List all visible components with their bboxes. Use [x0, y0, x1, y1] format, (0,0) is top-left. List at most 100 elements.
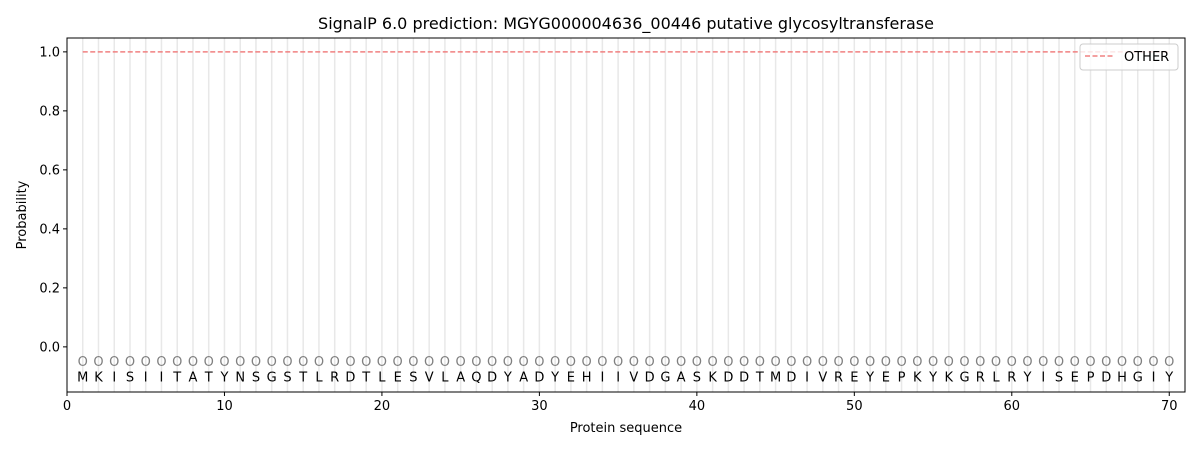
residue-label: P [898, 371, 906, 386]
y-tick-label: 0.0 [39, 340, 60, 355]
x-tick-label: 50 [846, 399, 863, 414]
predicted-label: O [613, 355, 623, 370]
residue-label: K [708, 371, 717, 386]
residue-label: V [629, 371, 638, 386]
predicted-label: O [156, 355, 166, 370]
residue-label: A [456, 371, 465, 386]
residue-label: D [739, 371, 749, 386]
residue-label: I [112, 371, 116, 386]
residue-label: H [582, 371, 592, 386]
predicted-label: O [314, 355, 324, 370]
predicted-label: O [1148, 355, 1158, 370]
residue-label: I [1152, 371, 1156, 386]
predicted-label: O [550, 355, 560, 370]
residue-label: Y [865, 371, 874, 386]
residue-label: Y [928, 371, 937, 386]
predicted-label: O [676, 355, 686, 370]
residue-label: L [441, 371, 449, 386]
predicted-label: O [172, 355, 182, 370]
residue-label: R [834, 371, 843, 386]
residue-label: V [818, 371, 827, 386]
y-tick-label: 0.6 [39, 163, 60, 178]
residue-label: I [600, 371, 604, 386]
y-tick-label: 0.2 [39, 281, 60, 296]
residue-label: I [1041, 371, 1045, 386]
predicted-label: O [629, 355, 639, 370]
predicted-label: O [912, 355, 922, 370]
predicted-label: O [298, 355, 308, 370]
predicted-label: O [282, 355, 292, 370]
residue-label: I [144, 371, 148, 386]
residue-label: G [660, 371, 670, 386]
legend: OTHER [1079, 43, 1179, 71]
residue-label: G [267, 371, 277, 386]
residue-label: G [1133, 371, 1143, 386]
predicted-label: O [692, 355, 702, 370]
residue-label: Y [1164, 371, 1173, 386]
legend-label-other: OTHER [1124, 50, 1169, 65]
predicted-label: O [487, 355, 497, 370]
residue-label: E [882, 371, 890, 386]
residue-label: L [315, 371, 323, 386]
predicted-label: O [188, 355, 198, 370]
residue-label: M [77, 371, 88, 386]
residue-label: A [677, 371, 686, 386]
predicted-label: O [566, 355, 576, 370]
y-tick-label: 1.0 [39, 45, 60, 60]
predicted-label: O [440, 355, 450, 370]
predicted-label: O [802, 355, 812, 370]
predicted-label: O [1085, 355, 1095, 370]
x-tick-label: 10 [216, 399, 233, 414]
x-tick-label: 0 [63, 399, 71, 414]
residue-label: T [755, 371, 764, 386]
residue-label: D [786, 371, 796, 386]
predicted-label: O [723, 355, 733, 370]
residue-label: E [394, 371, 402, 386]
residue-label: E [567, 371, 575, 386]
predicted-label: O [456, 355, 466, 370]
predicted-label: O [928, 355, 938, 370]
predicted-label: O [582, 355, 592, 370]
residue-label: T [361, 371, 370, 386]
x-tick-label: 40 [689, 399, 706, 414]
residue-label: Y [1023, 371, 1032, 386]
residue-label: D [1101, 371, 1111, 386]
residue-label: A [189, 371, 198, 386]
residue-label: T [298, 371, 307, 386]
residue-label: S [409, 371, 417, 386]
predicted-label: O [755, 355, 765, 370]
predicted-label: O [1164, 355, 1174, 370]
predicted-label: O [1101, 355, 1111, 370]
predicted-label: O [818, 355, 828, 370]
predicted-label: O [770, 355, 780, 370]
residue-label: D [534, 371, 544, 386]
residue-label: M [770, 371, 781, 386]
predicted-label: O [251, 355, 261, 370]
residue-label: E [1071, 371, 1079, 386]
residue-label: T [172, 371, 181, 386]
y-tick-label: 0.4 [39, 222, 60, 237]
predicted-label: O [645, 355, 655, 370]
residue-label: S [1055, 371, 1063, 386]
predicted-label: O [408, 355, 418, 370]
residue-label: T [204, 371, 213, 386]
predicted-label: O [424, 355, 434, 370]
predicted-label: O [267, 355, 277, 370]
residue-label: G [960, 371, 970, 386]
residue-label: Y [550, 371, 559, 386]
residue-label: I [160, 371, 164, 386]
predicted-label: O [219, 355, 229, 370]
residue-label: A [519, 371, 528, 386]
residue-label: S [283, 371, 291, 386]
predicted-label: O [519, 355, 529, 370]
predicted-label: O [660, 355, 670, 370]
residue-label: Y [219, 371, 228, 386]
residue-label: D [487, 371, 497, 386]
residue-label: I [805, 371, 809, 386]
predicted-label: O [896, 355, 906, 370]
predicted-label: O [865, 355, 875, 370]
predicted-label: O [1054, 355, 1064, 370]
predicted-label: O [1022, 355, 1032, 370]
y-axis-label: Probability [15, 180, 30, 249]
predicted-label: O [204, 355, 214, 370]
